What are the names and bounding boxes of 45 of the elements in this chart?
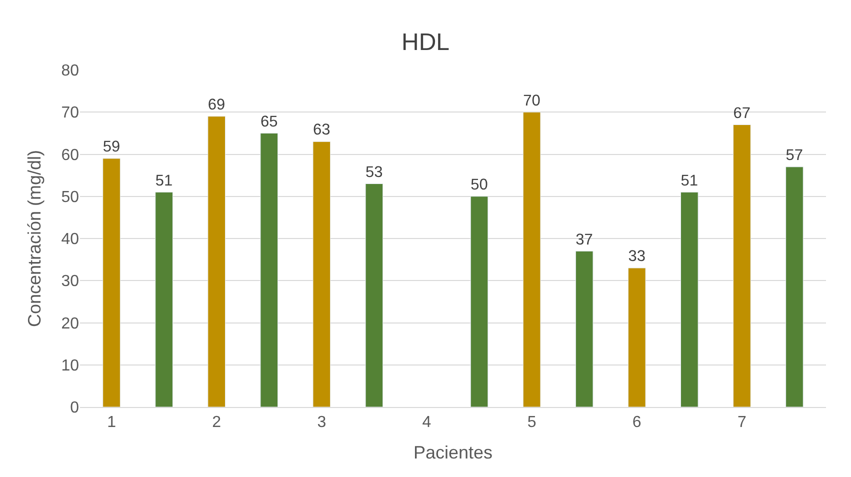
y-tick-label: 40: [61, 231, 80, 248]
data-label: 33: [628, 248, 646, 266]
data-label: 70: [523, 92, 541, 110]
y-tick-label: 70: [61, 104, 80, 122]
y-tick-label: 50: [61, 188, 80, 206]
bar: [575, 250, 594, 407]
y-tick-label: 0: [70, 400, 80, 417]
x-tick-label: 3: [317, 414, 326, 432]
bar: [680, 192, 698, 407]
data-label: 63: [312, 122, 330, 139]
bar: [733, 124, 751, 407]
data-label: 57: [786, 147, 804, 164]
chart-title: HDL: [401, 29, 450, 56]
data-label: 53: [366, 164, 383, 181]
y-tick-label: 60: [61, 146, 80, 164]
x-tick-label: 6: [632, 414, 642, 432]
x-tick-label: 7: [737, 414, 746, 432]
bar: [312, 141, 331, 407]
x-axis-title: Pacientes: [413, 442, 493, 462]
data-label: 37: [576, 231, 593, 248]
y-axis-title: Concentración (mg/dl): [24, 150, 44, 328]
bar: [522, 112, 541, 407]
bar: [365, 183, 384, 407]
x-tick-label: 2: [212, 414, 222, 432]
x-tick-label: 5: [527, 414, 536, 432]
data-label: 65: [260, 113, 278, 130]
data-label: 51: [155, 172, 173, 190]
bar: [155, 192, 173, 407]
x-tick-label: 4: [422, 414, 432, 432]
y-tick-label: 20: [61, 315, 80, 332]
y-tick-label: 80: [61, 62, 80, 80]
data-label: 59: [102, 138, 120, 156]
bar: [208, 116, 226, 407]
y-tick-label: 30: [61, 273, 80, 290]
data-label: 50: [470, 176, 488, 194]
data-label: 69: [208, 96, 226, 114]
bar: [628, 268, 646, 407]
bar: [786, 166, 804, 407]
bar: [102, 158, 120, 407]
data-label: 51: [680, 172, 698, 190]
data-label: 67: [733, 104, 751, 122]
bar: [470, 196, 488, 407]
y-tick-label: 10: [61, 357, 80, 374]
bar: [260, 132, 278, 407]
x-tick-label: 1: [107, 414, 116, 432]
